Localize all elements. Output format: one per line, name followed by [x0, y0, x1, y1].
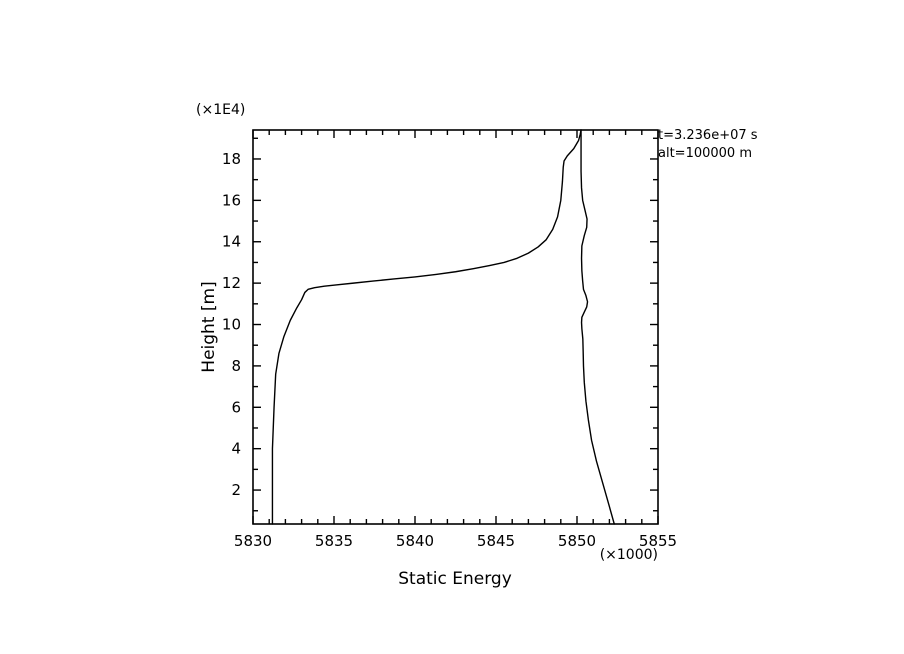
y-tick-label: 18	[222, 150, 241, 168]
x-tick-label: 5830	[234, 532, 272, 550]
y-tick-label: 2	[231, 481, 241, 499]
x-tick-label: 5855	[639, 532, 677, 550]
y-axis-major-ticks	[253, 158, 658, 491]
x-tick-label: 5845	[477, 532, 515, 550]
plot-frame	[252, 129, 659, 525]
x-axis-multiplier-label: (×1000)	[600, 547, 658, 563]
x-axis-major-ticks	[252, 130, 659, 524]
y-tick-label: 14	[222, 233, 241, 251]
y-tick-label: 10	[222, 316, 241, 334]
y-tick-label: 8	[231, 357, 241, 375]
y-tick-label: 6	[231, 398, 241, 416]
y-axis-title: Height [m]	[199, 281, 219, 372]
y-axis-tick-labels: 2 4 6 8 10 12 14 16 18	[222, 150, 241, 499]
y-axis-multiplier-label: (×1E4)	[196, 102, 245, 118]
data-series-group	[271, 129, 615, 525]
y-axis-minor-ticks	[253, 137, 658, 512]
y-tick-label: 12	[222, 274, 241, 292]
annotation-altitude: alt=100000 m	[658, 146, 752, 161]
x-tick-label: 5850	[558, 532, 596, 550]
x-tick-label: 5835	[315, 532, 353, 550]
x-tick-label: 5840	[396, 532, 434, 550]
y-tick-label: 16	[222, 191, 241, 209]
annotation-time: t=3.236e+07 s	[658, 128, 758, 143]
data-series-line	[271, 129, 582, 525]
data-series-line	[580, 129, 615, 525]
y-tick-label: 4	[231, 440, 241, 458]
x-axis-title: Static Energy	[398, 569, 512, 589]
x-axis-minor-ticks	[268, 130, 643, 524]
x-axis-tick-labels: 5830 5835 5840 5845 5850 5855	[234, 532, 677, 550]
